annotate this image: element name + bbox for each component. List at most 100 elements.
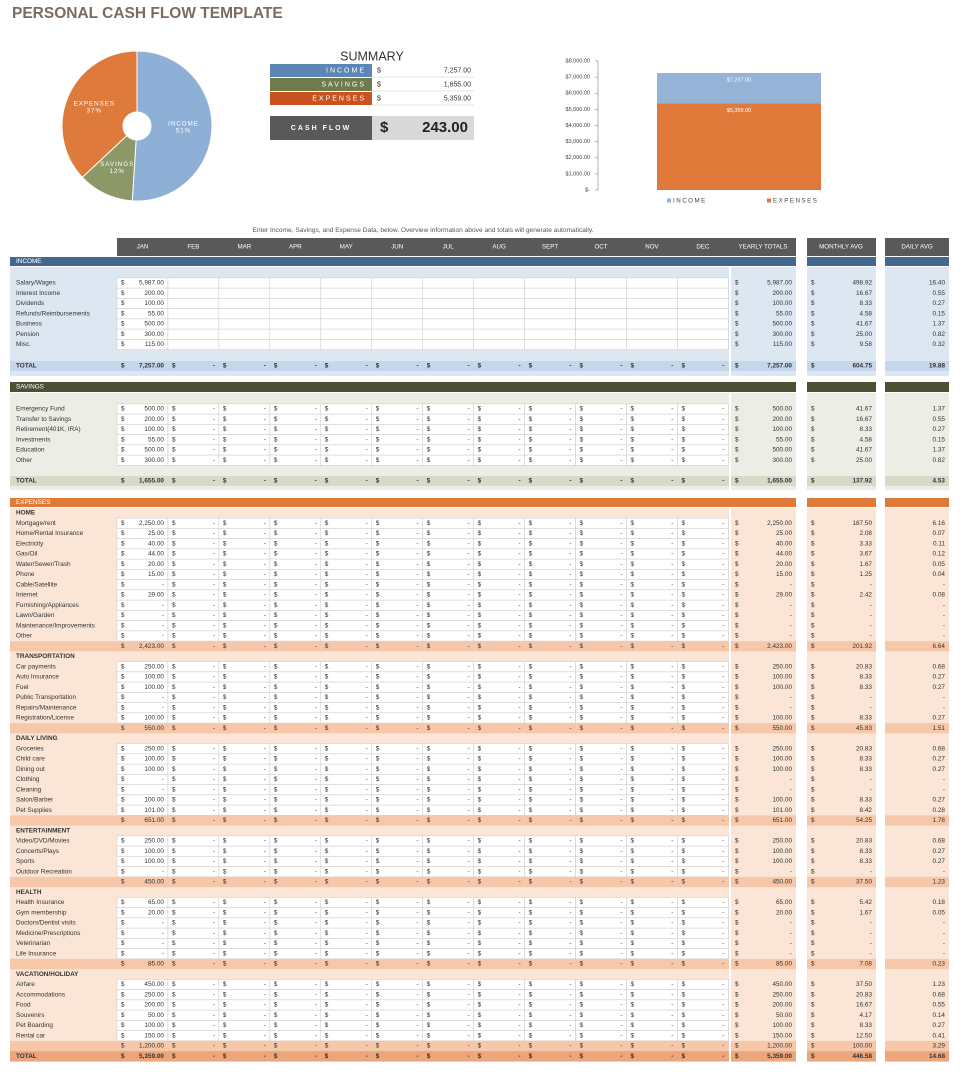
- row-label: Auto Insurance: [16, 674, 59, 681]
- currency: $: [121, 663, 125, 670]
- cell-value: -: [722, 643, 724, 650]
- cell-value: 450.00: [772, 879, 792, 886]
- currency: $: [172, 633, 176, 640]
- currency: $: [121, 643, 125, 650]
- currency: $: [580, 756, 584, 763]
- cell-value: -: [264, 807, 266, 814]
- currency: $: [681, 520, 685, 527]
- currency: $: [735, 725, 739, 732]
- input-cell: [524, 444, 576, 456]
- input-cell: [422, 692, 474, 703]
- cell-value: -: [620, 457, 622, 464]
- currency: $: [811, 406, 815, 413]
- total-band: [807, 361, 876, 371]
- cell-value: -: [518, 930, 520, 937]
- subtotal-band: [731, 815, 796, 826]
- input-cell: [626, 927, 678, 939]
- input-cell: [269, 784, 322, 796]
- currency: $: [478, 674, 482, 681]
- cell-value: -: [315, 447, 317, 454]
- cell-value: -: [366, 602, 368, 609]
- cell-value: 2,250.00: [767, 520, 792, 527]
- cell-value: 0.41: [933, 1032, 946, 1039]
- input-cell: [269, 845, 322, 857]
- cell-value: -: [417, 899, 419, 906]
- currency: $: [478, 858, 482, 865]
- input-cell: [167, 753, 220, 765]
- cell-value: 7,257.00: [139, 363, 164, 370]
- input-cell: [371, 610, 423, 621]
- input-cell: [116, 579, 169, 591]
- cell-value: -: [213, 807, 215, 814]
- cell-value: -: [569, 940, 571, 947]
- cell-value: -: [417, 838, 419, 845]
- row-label: Fuel: [16, 684, 28, 691]
- currency: $: [631, 1012, 635, 1019]
- input-cell: [524, 599, 576, 611]
- cell-value: -: [366, 633, 368, 640]
- cell-value: -: [620, 643, 622, 650]
- cell-value: -: [162, 950, 164, 957]
- cell-value: -: [722, 756, 724, 763]
- currency: $: [580, 663, 584, 670]
- currency: $: [172, 807, 176, 814]
- currency: $: [735, 797, 739, 804]
- cell-value: -: [870, 920, 872, 927]
- cell-value: -: [569, 592, 571, 599]
- input-cell: [371, 661, 423, 673]
- input-cell: [167, 794, 220, 806]
- input-cell: [167, 517, 220, 529]
- cell-value: -: [620, 1043, 622, 1050]
- cell-value: 0.27: [933, 756, 946, 763]
- currency: $: [121, 766, 125, 773]
- currency: $: [580, 745, 584, 752]
- cell-value: 44.00: [776, 551, 792, 558]
- cell-value: 7.08: [860, 961, 873, 968]
- input-cell: [167, 610, 220, 621]
- row-label: Groceries: [16, 745, 44, 752]
- cell-value: -: [468, 909, 470, 916]
- input-cell: [218, 528, 271, 539]
- currency: $: [376, 540, 380, 547]
- currency: $: [631, 950, 635, 957]
- cell-value: -: [468, 950, 470, 957]
- cell-value: -: [264, 745, 266, 752]
- input-cell: [167, 403, 220, 415]
- cell-value: -: [213, 674, 215, 681]
- cell-value: 100.00: [144, 858, 164, 865]
- cell-value: -: [315, 879, 317, 886]
- cell-value: -: [790, 602, 792, 609]
- input-cell: [371, 979, 423, 990]
- currency: $: [376, 426, 380, 433]
- cell-value: -: [620, 899, 622, 906]
- input-cell: [269, 454, 322, 466]
- cell-value: -: [417, 551, 419, 558]
- currency: $: [121, 909, 125, 916]
- cell-value: -: [943, 602, 945, 609]
- cell-value: -: [468, 478, 470, 485]
- input-cell: [575, 856, 627, 867]
- currency: $: [223, 797, 227, 804]
- currency: $: [811, 797, 815, 804]
- cell-value: -: [366, 981, 368, 988]
- input-cell: [269, 948, 322, 960]
- cell-value: -: [671, 797, 673, 804]
- cell-value: -: [417, 447, 419, 454]
- cell-value: -: [213, 909, 215, 916]
- cell-value: -: [722, 561, 724, 568]
- input-cell: [218, 444, 271, 456]
- cell-value: -: [722, 1032, 724, 1039]
- cell-value: -: [620, 478, 622, 485]
- currency: $: [631, 426, 635, 433]
- currency: $: [223, 991, 227, 998]
- currency: $: [223, 551, 227, 558]
- input-cell: [167, 743, 220, 755]
- currency: $: [121, 1022, 125, 1029]
- input-cell: [371, 794, 423, 806]
- input-cell: [320, 856, 372, 867]
- currency: $: [121, 416, 125, 423]
- currency: $: [681, 838, 685, 845]
- cell-value: -: [315, 478, 317, 485]
- currency: $: [681, 950, 685, 957]
- currency: $: [274, 663, 278, 670]
